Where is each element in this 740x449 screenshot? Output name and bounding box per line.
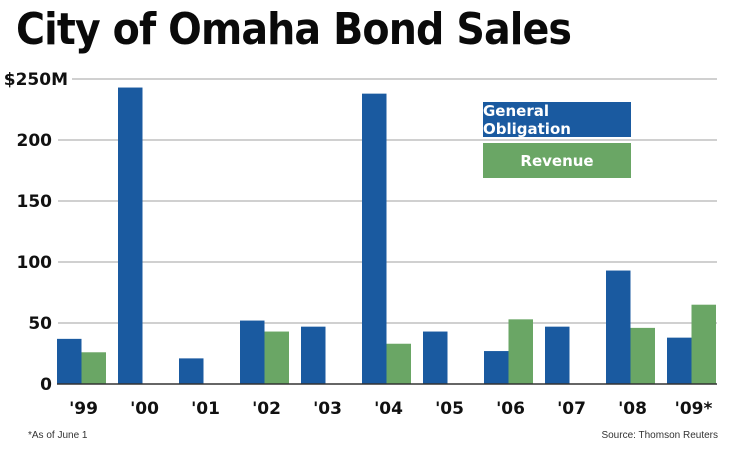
bar-revenue <box>508 319 533 384</box>
x-tick-label: '07 <box>557 399 586 419</box>
bar-general-obligation <box>118 87 143 384</box>
x-tick-label: '08 <box>618 399 647 419</box>
chart-title: City of Omaha Bond Sales <box>16 4 572 55</box>
bar-revenue <box>81 352 106 384</box>
x-tick-label: '05 <box>435 399 464 419</box>
legend-revenue: Revenue <box>483 143 631 178</box>
x-tick-label: '04 <box>374 399 403 419</box>
bar-general-obligation <box>57 338 82 384</box>
x-tick-label: '02 <box>252 399 281 419</box>
y-tick-label: $250M <box>4 70 68 90</box>
bar-revenue <box>630 327 655 384</box>
bar-general-obligation <box>240 320 265 384</box>
y-axis-ticks: 0 50 100 150 200 $250M <box>4 70 68 395</box>
bars <box>57 87 716 384</box>
bar-general-obligation <box>179 358 204 384</box>
x-tick-label: '06 <box>496 399 525 419</box>
bar-general-obligation <box>362 93 387 384</box>
bar-general-obligation <box>301 326 326 384</box>
x-tick-label: '03 <box>313 399 342 419</box>
bar-general-obligation <box>484 351 509 384</box>
x-tick-label: '99 <box>69 399 98 419</box>
bar-general-obligation <box>667 337 692 384</box>
bar-revenue <box>264 331 289 384</box>
bar-revenue <box>386 343 411 384</box>
y-tick-label: 200 <box>17 131 53 151</box>
bar-general-obligation <box>423 331 448 384</box>
y-tick-label: 100 <box>17 253 53 273</box>
legend-general-obligation: General Obligation <box>483 102 631 138</box>
y-tick-label: 150 <box>17 192 53 212</box>
x-axis-ticks: '99 '00 '01 '02 '03 '04 '05 '06 '07 '08 '09* <box>69 399 712 419</box>
bar-revenue <box>691 304 716 384</box>
x-tick-label: '09* <box>675 399 713 419</box>
bar-general-obligation <box>545 326 570 384</box>
y-tick-label: 0 <box>40 375 52 395</box>
x-tick-label: '00 <box>130 399 159 419</box>
bar-general-obligation <box>606 270 631 384</box>
source-note: Source: Thomson Reuters <box>601 430 718 441</box>
y-tick-label: 50 <box>28 314 52 334</box>
x-tick-label: '01 <box>191 399 220 419</box>
footnote: *As of June 1 <box>28 430 88 441</box>
